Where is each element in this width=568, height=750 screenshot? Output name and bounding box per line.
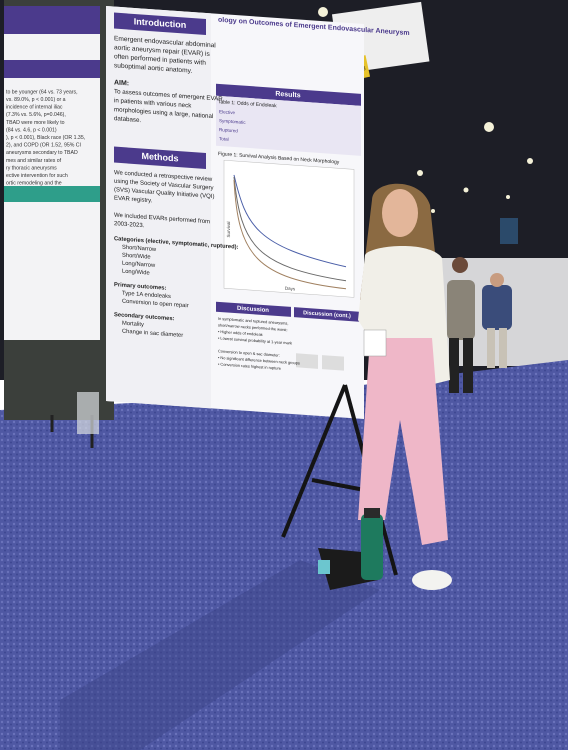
section-heading: Introduction <box>134 16 186 30</box>
body-text: • Higher odds of endoleak <box>218 329 263 337</box>
body-text: • Conversion rates highest in rupture <box>218 361 281 370</box>
section-heading: Results <box>275 91 300 100</box>
shadow <box>60 560 380 750</box>
body-text: short/narrow necks performed the worst: <box>218 322 288 332</box>
poster-text: ective intervention for such <box>6 173 68 179</box>
poster-text: aneurysms secondary to TBAD <box>6 150 78 156</box>
list-item: Long/Wide <box>122 269 150 277</box>
poster-text: ry thoracic aneurysms <box>6 165 57 171</box>
poster-text: 2), and COPD (OR 1.52, 95% CI <box>6 143 81 149</box>
table-row: Elective <box>219 109 236 115</box>
poster-text: to be younger (64 vs. 73 years, <box>6 89 78 95</box>
ceiling-lights <box>318 7 533 213</box>
list-item: Conversion to open repair <box>122 299 189 310</box>
section-heading: Discussion <box>237 306 269 314</box>
list-label: Secondary outcomes: <box>114 312 175 322</box>
axis-label: Survival <box>226 221 231 237</box>
background-people <box>447 257 512 393</box>
list-label: Primary outcomes: <box>114 282 167 292</box>
poster-text: incidence of internal iliac <box>6 105 63 111</box>
poster-text: TBAD were more likely to <box>6 120 65 126</box>
table-title: Table 1: Odds of Endoleak <box>218 99 277 109</box>
body-text: • Lowest survival probability at 1-year … <box>218 335 292 345</box>
poster-text: (84 vs. 4.6, p < 0.001) <box>6 127 57 133</box>
list-item: Mortality <box>122 321 144 329</box>
body-text: In symptomatic and ruptured aneurysms, <box>218 316 288 326</box>
list-item: Short/Wide <box>122 253 151 261</box>
water-bottle <box>361 514 383 580</box>
bag-accent <box>318 560 330 574</box>
body-text: 2003-2023. <box>114 221 145 229</box>
body-text: • No significant difference between neck… <box>218 355 300 366</box>
poster-text: vs. 89.0%, p < 0.001) or a <box>6 97 66 103</box>
person <box>358 183 452 590</box>
section-heading: Discussion (cont.) <box>303 310 351 319</box>
axis-label: Days <box>285 286 296 292</box>
section-heading: Methods <box>142 151 179 164</box>
table-row: Total <box>219 136 229 142</box>
body-text: EVAR registry. <box>114 196 153 205</box>
main-poster: ology on Outcomes of Emergent Endovascul… <box>106 6 410 420</box>
list-item: Short/Narrow <box>122 245 157 253</box>
table-row: Symptomatic <box>219 118 246 125</box>
body-text: database. <box>114 115 141 124</box>
list-item: Change in sac diameter <box>122 329 183 339</box>
banner <box>500 218 518 244</box>
poster-text: mes and similar rates of <box>6 158 62 164</box>
body-text: Conversion to open & sac diameter: <box>218 348 280 357</box>
poster-text: ortic remodeling and the <box>6 181 62 187</box>
bottle-cap <box>364 508 380 518</box>
left-poster: to be younger (64 vs. 73 years, vs. 89.0%… <box>4 6 100 340</box>
poster-text: ), p < 0.001), Black race (OR 1.35, <box>6 135 85 141</box>
section-heading: AIM: <box>114 79 129 87</box>
table-row: Ruptured <box>219 127 238 133</box>
list-item: Type 1A endoleaks <box>122 291 171 300</box>
poster-text: (7.3% vs. 5.6%, p=0.046), <box>6 112 66 118</box>
cup <box>77 392 99 434</box>
list-item: Long/Narrow <box>122 261 156 269</box>
